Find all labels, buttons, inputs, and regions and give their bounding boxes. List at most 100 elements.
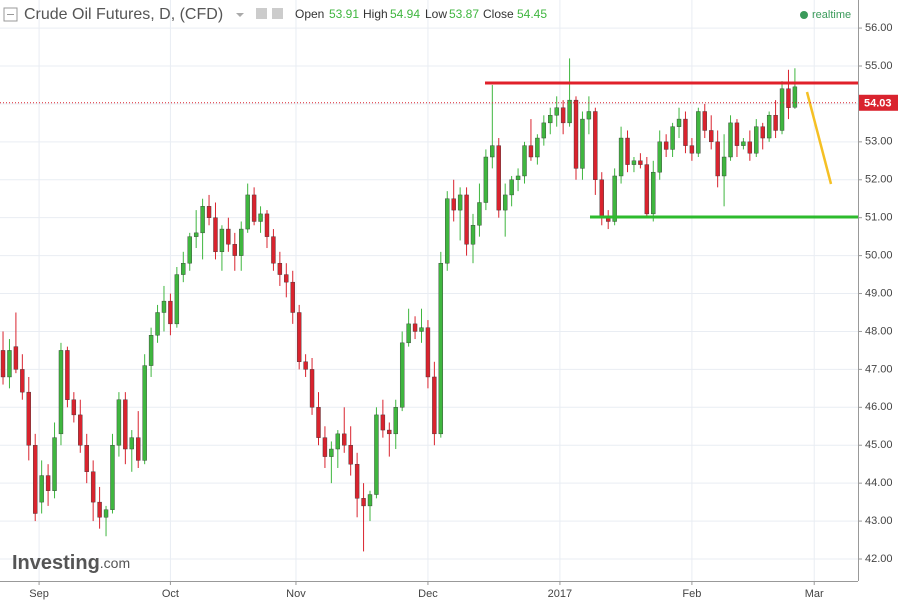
- candle-body: [766, 115, 772, 139]
- y-tick-label: 56.00: [865, 22, 893, 34]
- candle-body: [638, 160, 643, 165]
- candle-body: [483, 156, 489, 203]
- settings-icon[interactable]: [256, 8, 267, 19]
- candle-body: [213, 217, 218, 253]
- candle-body: [573, 99, 579, 169]
- candle-body: [728, 122, 733, 158]
- candle-body: [39, 475, 44, 503]
- candle-body: [445, 198, 450, 264]
- candle-body: [560, 107, 566, 124]
- candle-body: [412, 323, 418, 332]
- candle-body: [663, 141, 669, 150]
- candle-body: [754, 126, 759, 154]
- settings-icon[interactable]: [272, 8, 283, 19]
- chart-title: Crude Oil Futures, D, (CFD): [24, 6, 223, 23]
- candle-body: [541, 122, 547, 139]
- candle-body: [515, 175, 521, 180]
- candle-body: [97, 501, 102, 518]
- candle-body: [393, 407, 398, 435]
- candle-body: [599, 179, 604, 218]
- candle-body: [271, 236, 276, 264]
- candle-body: [528, 145, 534, 158]
- candle-body: [689, 145, 695, 154]
- candle-body: [316, 407, 321, 438]
- candle-body: [136, 437, 141, 461]
- y-tick-label: 46.00: [865, 401, 893, 413]
- candle-body: [406, 323, 411, 344]
- candle-body: [631, 160, 637, 165]
- candle-body: [509, 179, 514, 196]
- candle-body: [361, 498, 366, 507]
- status-dot: [800, 11, 808, 19]
- candle-body: [290, 281, 295, 313]
- candle-body: [277, 262, 283, 275]
- candle-body: [206, 206, 212, 218]
- candle-body: [457, 194, 463, 211]
- candle-body: [522, 145, 527, 177]
- y-tick-label: 55.00: [865, 60, 893, 72]
- candle-body: [264, 213, 270, 237]
- dropdown-arrow[interactable]: [236, 13, 244, 17]
- status: realtime: [812, 9, 851, 21]
- candle-body: [696, 111, 701, 154]
- candle-body: [168, 300, 173, 325]
- candle-body: [786, 88, 791, 108]
- candle-body: [354, 463, 360, 499]
- y-tick-label: 51.00: [865, 212, 893, 224]
- brand: Investing: [12, 552, 100, 574]
- candle-body: [251, 194, 257, 222]
- trend-line: [805, 91, 833, 185]
- ohlc-value: 53.87: [449, 7, 479, 21]
- candle-body: [45, 475, 51, 491]
- y-tick-label: 45.00: [865, 439, 893, 451]
- y-tick-label: 44.00: [865, 477, 893, 489]
- x-tick-label: Feb: [682, 588, 701, 600]
- current-price-box: [859, 94, 898, 111]
- candle-body: [13, 346, 19, 370]
- candle-body: [734, 122, 740, 146]
- candle-body: [33, 445, 38, 514]
- ohlc-label: Open: [295, 7, 324, 21]
- candle-body: [554, 107, 559, 116]
- candle-body: [129, 437, 134, 450]
- x-tick-label: Sep: [29, 588, 49, 600]
- candle-body: [535, 137, 540, 158]
- candle-body: [612, 175, 617, 222]
- candle-body: [342, 433, 347, 446]
- candle-body: [161, 300, 167, 313]
- ohlc-value: 54.45: [517, 7, 547, 21]
- candle-body: [78, 414, 83, 446]
- candle-body: [586, 111, 592, 120]
- candle-body: [187, 236, 192, 264]
- candle-body: [721, 156, 727, 177]
- candle-body: [309, 369, 315, 408]
- candle-body: [193, 232, 199, 237]
- candle-body: [380, 414, 386, 431]
- candle-body: [747, 141, 753, 154]
- candle-body: [502, 194, 508, 211]
- candle-body: [142, 365, 147, 461]
- candle-body: [792, 86, 798, 108]
- candle-body: [432, 376, 437, 435]
- candle-body: [580, 118, 585, 169]
- y-tick-label: 42.00: [865, 553, 893, 565]
- brand-suffix: .com: [100, 555, 130, 571]
- candle-body: [0, 350, 6, 378]
- candle-body: [58, 350, 64, 435]
- collapse-icon[interactable]: [3, 7, 18, 22]
- candle-body: [496, 145, 501, 211]
- candle-body: [335, 433, 341, 450]
- candle-body: [110, 445, 115, 510]
- candle-body: [123, 399, 128, 450]
- candle-body: [741, 141, 746, 146]
- candle-body: [329, 448, 334, 457]
- ohlc-value: 54.94: [390, 7, 420, 21]
- candle-body: [20, 369, 25, 393]
- candle-body: [322, 437, 328, 457]
- brand-logo: Investing.com: [12, 552, 130, 574]
- candle-body: [245, 194, 250, 230]
- candle-body: [174, 274, 180, 325]
- candle-body: [367, 494, 373, 507]
